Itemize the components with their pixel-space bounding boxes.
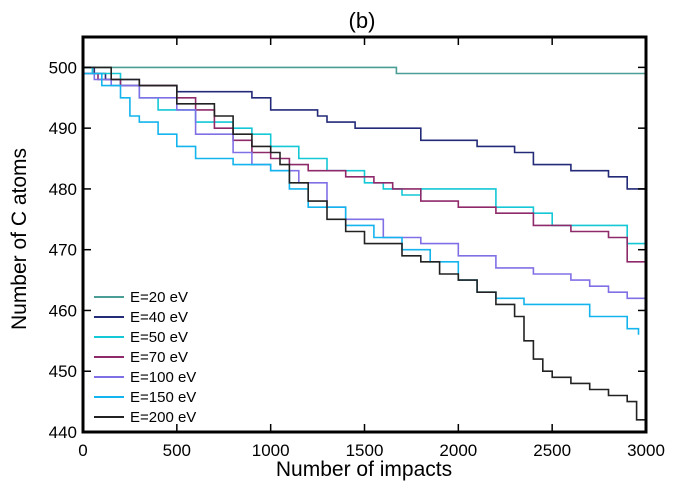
series-layer [83,66,647,426]
x-tick-label: 2500 [533,441,571,460]
series-line-e-20-ev [83,66,646,75]
x-tick-label: 1000 [252,441,290,460]
x-tick-label: 0 [78,441,87,460]
x-axis-title: Number of impacts [276,458,452,481]
y-axis-title: Number of C atoms [8,148,31,330]
x-tick-label: 3000 [627,441,665,460]
legend-label: E=150 eV [130,389,196,406]
tick-labels-layer: 0 500 1000 1500 2000 2500 3000 440 450 460 470 480 4… [49,58,665,460]
series-line-e-200-ev [83,66,647,426]
legend-label: E=50 eV [130,329,188,346]
x-tick-label: 1500 [346,441,384,460]
y-tick-label: 470 [49,241,77,260]
legend-label: E=20 eV [130,289,188,306]
series-line-e-70-ev [83,72,647,268]
series-line-e-50-ev [83,66,646,245]
x-tick-label: 2000 [439,441,477,460]
legend-label: E=70 eV [130,349,188,366]
ticks-layer [82,37,647,433]
x-tick-label: 500 [163,441,191,460]
series-line-e-150-ev [83,72,640,335]
legend: E=20 eV E=40 eV E=50 eV E=70 eV E=100 eV E=15… [94,289,196,426]
y-tick-label: 490 [49,119,77,138]
legend-label: E=200 eV [130,409,196,426]
legend-label: E=40 eV [130,309,188,326]
legend-label: E=100 eV [130,369,196,386]
y-tick-label: 500 [49,58,77,77]
y-tick-label: 460 [49,301,77,320]
y-tick-label: 450 [49,362,77,381]
y-tick-label: 440 [49,423,77,442]
chart-title: (b) [349,8,376,33]
series-line-e-100-ev [83,72,646,300]
y-tick-label: 480 [49,180,77,199]
